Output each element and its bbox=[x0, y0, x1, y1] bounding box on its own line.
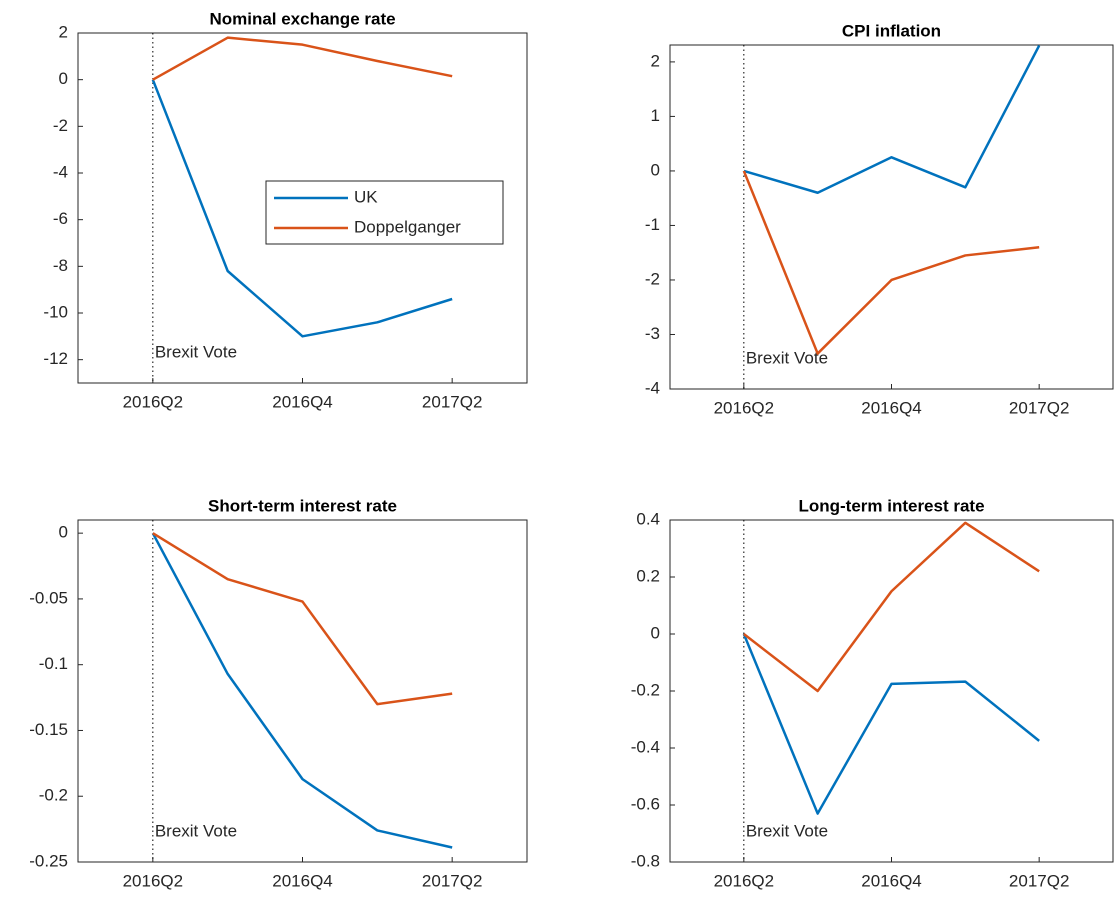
panel: Nominal exchange rate -12 -10 -8 -6 -4 -2 0 2 201… bbox=[43, 9, 528, 411]
y-tick-label: 2 bbox=[59, 22, 68, 41]
annotation: Brexit Vote bbox=[155, 821, 237, 840]
panel: Long-term interest rate -0.8 -0.6 -0.4 -0.2 0… bbox=[631, 496, 1114, 890]
series-line bbox=[742, 170, 1040, 355]
legend-label: UK bbox=[354, 187, 378, 206]
annotation: Brexit Vote bbox=[746, 821, 828, 840]
plot-box bbox=[669, 519, 1114, 863]
series-line bbox=[742, 633, 1040, 815]
y-tick-label: 2 bbox=[651, 51, 660, 70]
y-tick-label: 0 bbox=[651, 623, 660, 642]
y-tick-label: -3 bbox=[645, 324, 660, 343]
y-tick-label: -4 bbox=[645, 378, 660, 397]
series-line bbox=[151, 532, 453, 849]
x-tick-label: 2016Q2 bbox=[123, 392, 184, 411]
y-tick-label: 0 bbox=[651, 160, 660, 179]
y-tick-label: 1 bbox=[651, 106, 660, 125]
y-tick-label: -0.6 bbox=[631, 794, 660, 813]
x-tick-label: 2017Q2 bbox=[1009, 398, 1070, 417]
annotation: Brexit Vote bbox=[155, 342, 237, 361]
x-tick-label: 2016Q2 bbox=[714, 871, 775, 890]
y-tick-label: -10 bbox=[43, 302, 68, 321]
y-tick-label: -1 bbox=[645, 215, 660, 234]
y-tick-label: -12 bbox=[43, 349, 68, 368]
chart-title: Long-term interest rate bbox=[798, 496, 984, 515]
chart-title: CPI inflation bbox=[842, 21, 941, 40]
y-tick-label: -2 bbox=[645, 269, 660, 288]
chart-title: Short-term interest rate bbox=[208, 496, 397, 515]
y-tick-label: -0.15 bbox=[29, 720, 68, 739]
x-tick-label: 2017Q2 bbox=[422, 871, 483, 890]
series-line bbox=[151, 79, 453, 338]
series-line bbox=[743, 44, 1041, 194]
x-tick-label: 2016Q4 bbox=[861, 398, 922, 417]
x-tick-label: 2017Q2 bbox=[422, 392, 483, 411]
x-tick-label: 2017Q2 bbox=[1009, 871, 1070, 890]
x-tick-label: 2016Q4 bbox=[272, 871, 333, 890]
y-tick-label: -4 bbox=[53, 162, 68, 181]
y-tick-label: -0.8 bbox=[631, 851, 660, 870]
y-tick-label: -0.05 bbox=[29, 588, 68, 607]
y-tick-label: -2 bbox=[53, 116, 68, 135]
y-tick-label: -0.2 bbox=[631, 680, 660, 699]
panel: Short-term interest rate -0.25 -0.2 -0.15 -0… bbox=[29, 496, 528, 890]
y-tick-label: 0 bbox=[59, 69, 68, 88]
panel: CPI inflation -4 -3 -2 -1 0 1 2 2016Q2 2016Q4 2017… bbox=[645, 21, 1114, 417]
y-tick-label: 0.4 bbox=[636, 509, 660, 528]
y-tick-label: 0.2 bbox=[636, 566, 660, 585]
x-tick-label: 2016Q2 bbox=[123, 871, 184, 890]
x-tick-label: 2016Q4 bbox=[861, 871, 922, 890]
legend-box bbox=[265, 180, 504, 245]
plot-box bbox=[77, 519, 528, 863]
series-line bbox=[152, 36, 453, 81]
y-tick-label: -0.4 bbox=[631, 737, 660, 756]
plot-box bbox=[669, 44, 1114, 390]
y-tick-label: -0.2 bbox=[39, 786, 68, 805]
x-tick-label: 2016Q2 bbox=[714, 398, 775, 417]
series-line bbox=[743, 521, 1040, 693]
y-tick-label: -8 bbox=[53, 256, 68, 275]
y-tick-label: -6 bbox=[53, 209, 68, 228]
y-tick-label: -0.25 bbox=[29, 851, 68, 870]
y-tick-label: -0.1 bbox=[39, 654, 68, 673]
chart-title: Nominal exchange rate bbox=[209, 9, 395, 28]
legend-label: Doppelganger bbox=[354, 217, 461, 236]
annotation: Brexit Vote bbox=[746, 348, 828, 367]
x-tick-label: 2016Q4 bbox=[272, 392, 333, 411]
y-tick-label: 0 bbox=[59, 523, 68, 542]
series-line bbox=[152, 532, 453, 706]
